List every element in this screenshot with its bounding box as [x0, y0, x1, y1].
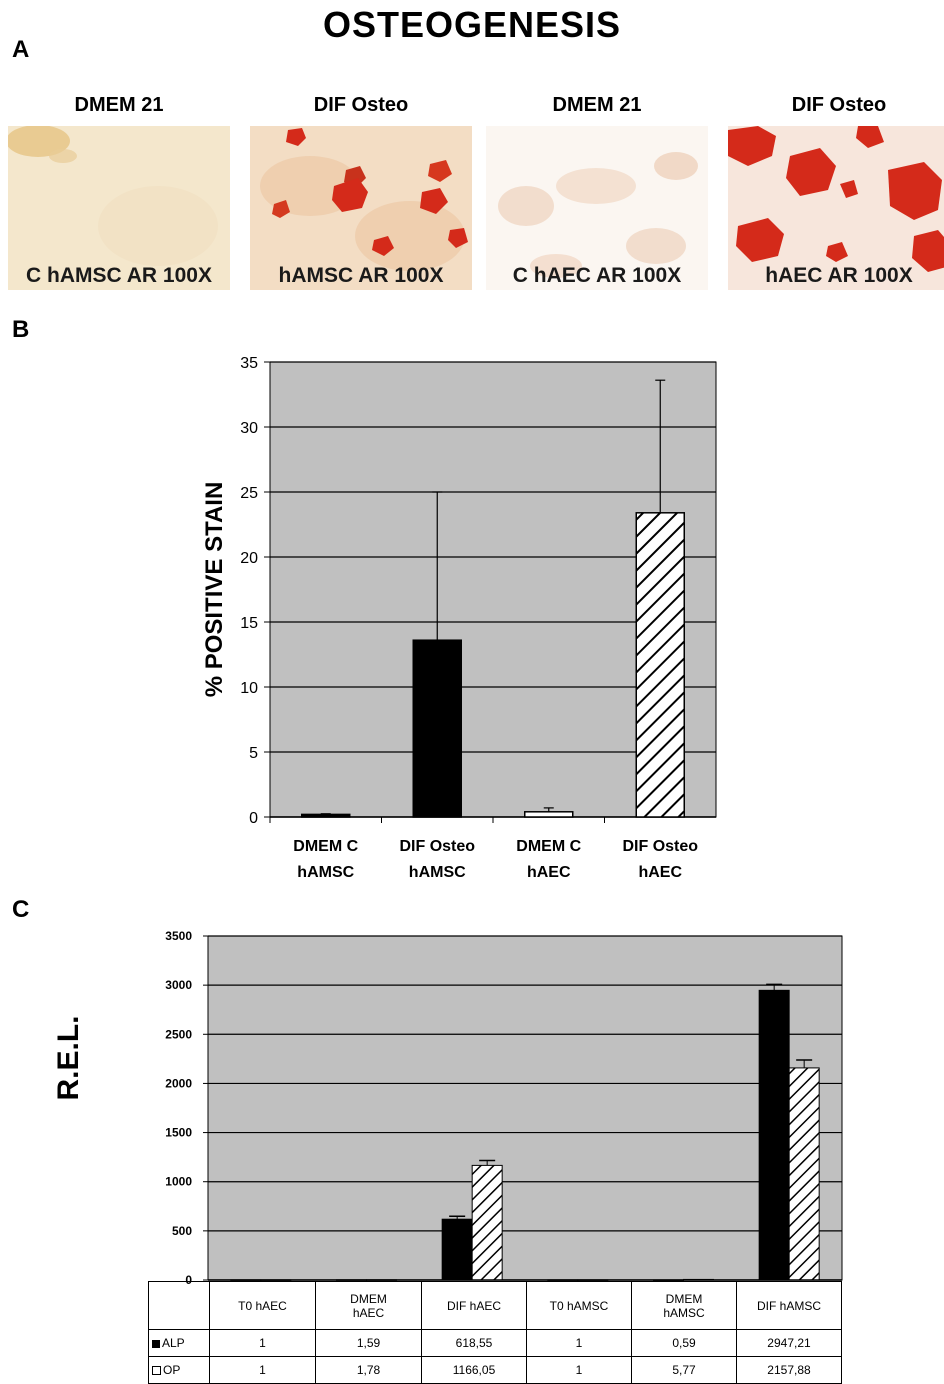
table-cell: 2947,21 — [736, 1329, 842, 1357]
table-header-cell: DMEM hAEC — [315, 1281, 422, 1330]
micrograph-c-haec-image — [486, 126, 708, 290]
micrograph-caption-2: hAMSC AR 100X — [278, 264, 444, 287]
bar-c-op — [788, 1067, 820, 1281]
panel-label-a: A — [12, 36, 30, 63]
table-cell: 1 — [526, 1329, 632, 1357]
table-cell: 1,59 — [315, 1329, 422, 1357]
image-header-1: DMEM 21 — [74, 94, 164, 116]
x-tick-label-b: hAMSC — [297, 864, 354, 881]
table-cell: 1 — [209, 1329, 316, 1357]
data-table-c: T0 hAEC DMEM hAEC DIF hAEC T0 hAMSC DMEM h… — [148, 1281, 842, 1384]
y-tick-label-c: 500 — [172, 1224, 192, 1238]
x-tick-label-b: DMEM C — [516, 838, 581, 855]
micrograph-c-haec: C hAEC AR 100X — [486, 126, 708, 290]
bar-c-alp — [758, 989, 790, 1281]
y-tick-label-b: 35 — [240, 355, 258, 372]
image-header-3: DMEM 21 — [552, 94, 642, 116]
y-tick-label-b: 5 — [249, 745, 258, 762]
micrograph-caption-3: C hAEC AR 100X — [512, 264, 682, 287]
micrograph-hamsc-osteo: hAMSC AR 100X — [250, 126, 472, 290]
micrograph-hamsc-osteo-image — [250, 126, 472, 290]
x-tick-label-b: DIF Osteo — [399, 838, 475, 855]
y-tick-label-b: 20 — [240, 550, 258, 567]
y-tick-label-b: 10 — [240, 680, 258, 697]
image-header-2: DIF Osteo — [313, 94, 409, 116]
figure-title: OSTEOGENESIS — [322, 4, 622, 45]
y-axis-label-b: % POSITIVE STAIN — [201, 482, 228, 698]
x-tick-label-b: hAMSC — [409, 864, 466, 881]
y-tick-label-c: 0 — [185, 1273, 192, 1287]
table-cell: 1 — [209, 1356, 316, 1384]
y-tick-label-c: 2500 — [165, 1027, 192, 1041]
legend-alp: ALP — [148, 1329, 210, 1357]
table-header-cell: DMEM hAMSC — [631, 1281, 737, 1330]
legend-swatch-alp — [152, 1339, 160, 1348]
table-header-cell: DIF hAMSC — [736, 1281, 842, 1330]
legend-swatch-op — [152, 1366, 161, 1376]
y-tick-label-c: 3000 — [165, 978, 192, 992]
table-cell: 2157,88 — [736, 1356, 842, 1384]
micrograph-haec-osteo: hAEC AR 100X — [728, 126, 944, 290]
x-tick-label-b: hAEC — [638, 864, 682, 881]
table-header-cell: DIF hAEC — [421, 1281, 527, 1330]
table-corner-cell — [148, 1281, 210, 1330]
bar-b — [635, 512, 685, 818]
y-tick-label-c: 1500 — [165, 1126, 192, 1140]
y-tick-label-b: 25 — [240, 485, 258, 502]
table-cell: 0,59 — [631, 1329, 737, 1357]
table-header-cell: T0 hAEC — [209, 1281, 316, 1330]
bar-b — [412, 639, 462, 818]
table-row-op: OP 1 1,78 1166,05 1 5,77 2157,88 — [148, 1356, 842, 1384]
bar-b — [301, 813, 351, 818]
bar-c-alp — [441, 1218, 473, 1281]
micrograph-c-hamsc: C hAMSC AR 100X — [8, 126, 230, 290]
y-tick-label-c: 1000 — [165, 1175, 192, 1189]
legend-op: OP — [148, 1356, 210, 1384]
panel-label-c: C — [12, 896, 30, 923]
table-row-alp: ALP 1 1,59 618,55 1 0,59 2947,21 — [148, 1329, 842, 1357]
y-tick-label-b: 30 — [240, 420, 258, 437]
chart-b: 0 5 10 15 20 25 30 35 DMEM C hAMSC DIF Osteo hAMSC D… — [201, 355, 717, 881]
table-cell: 618,55 — [421, 1329, 527, 1357]
table-cell: 1 — [526, 1356, 632, 1384]
table-header-cell: T0 hAMSC — [526, 1281, 632, 1330]
micrograph-haec-osteo-image — [728, 126, 944, 290]
table-cell: 1166,05 — [421, 1356, 527, 1384]
bar-b — [524, 811, 574, 818]
x-tick-label-b: hAEC — [527, 864, 571, 881]
micrograph-caption-4: hAEC AR 100X — [765, 264, 913, 287]
table-cell: 5,77 — [631, 1356, 737, 1384]
plot-area-c — [207, 935, 843, 1281]
micrograph-c-hamsc-image — [8, 126, 230, 290]
bar-c-op — [471, 1164, 503, 1281]
image-header-4: DIF Osteo — [791, 94, 887, 116]
y-tick-label-c: 2000 — [165, 1076, 192, 1090]
x-tick-label-b: DIF Osteo — [622, 838, 698, 855]
micrograph-caption-1: C hAMSC AR 100X — [26, 264, 212, 287]
chart-c: 0 500 1000 1500 2000 2500 3000 3500 R.E.L. — [52, 929, 843, 1287]
table-cell: 1,78 — [315, 1356, 422, 1384]
y-tick-label-c: 3500 — [165, 929, 192, 943]
y-tick-label-b: 15 — [240, 615, 258, 632]
x-tick-label-b: DMEM C — [293, 838, 358, 855]
y-axis-label-c: R.E.L. — [52, 1015, 85, 1100]
y-tick-label-b: 0 — [249, 810, 258, 827]
table-header-row: T0 hAEC DMEM hAEC DIF hAEC T0 hAMSC DMEM h… — [148, 1281, 842, 1330]
panel-label-b: B — [12, 316, 30, 343]
